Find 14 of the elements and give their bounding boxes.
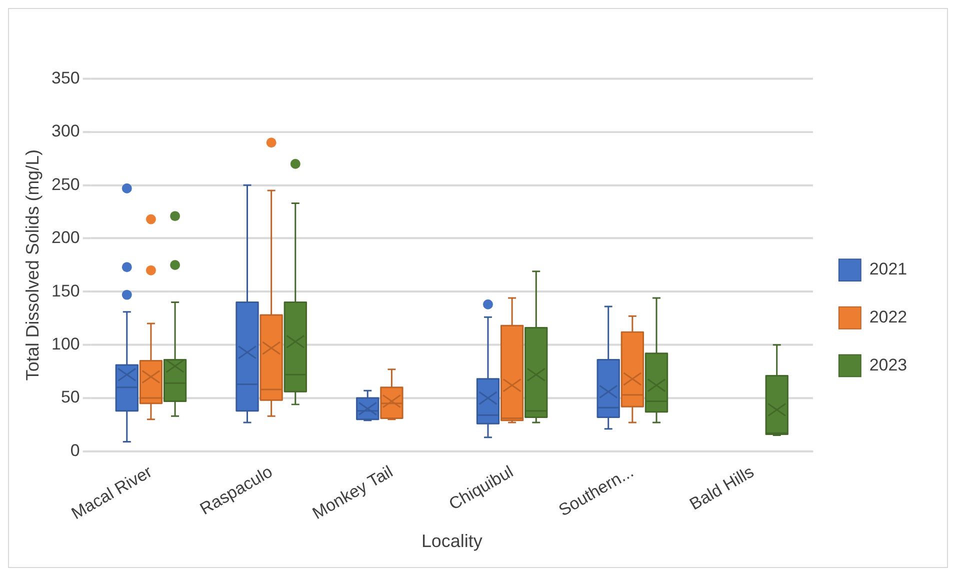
y-tick-label: 200 xyxy=(52,228,80,248)
y-tick-label: 300 xyxy=(52,122,80,141)
x-axis-title: Locality xyxy=(421,531,482,552)
x-tick-label: Bald Hills xyxy=(686,462,758,514)
y-tick-label: 150 xyxy=(52,281,80,300)
y-tick-label: 100 xyxy=(52,334,80,354)
y-tick-label: 0 xyxy=(70,440,80,460)
y-tick-label: 350 xyxy=(52,68,80,88)
legend-label: 2021 xyxy=(869,260,908,279)
y-tick-label: 250 xyxy=(52,174,80,194)
legend-label: 2022 xyxy=(869,308,908,327)
legend-label: 2023 xyxy=(869,355,908,374)
y-tick-label: 50 xyxy=(60,388,80,407)
y-axis-title: Total Dissolved Solids (mg/L) xyxy=(22,149,43,381)
